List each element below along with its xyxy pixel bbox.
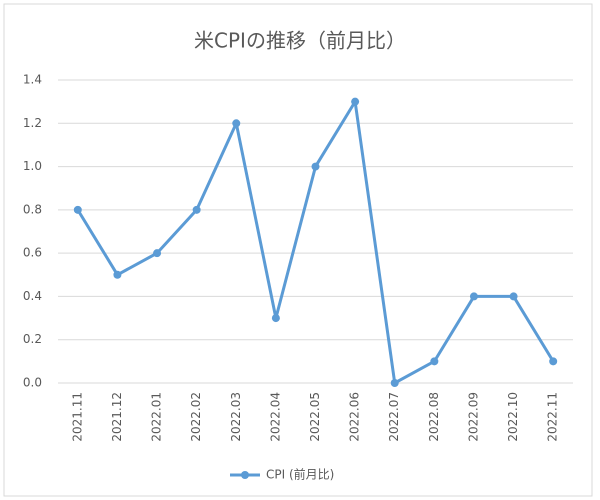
- data-point: [73, 205, 82, 214]
- chart-title: 米CPIの推移（前月比）: [194, 29, 406, 53]
- x-tick-label: 2022.02: [189, 392, 203, 442]
- data-point: [113, 270, 122, 279]
- y-tick-label: 0.0: [23, 376, 42, 390]
- y-tick-label: 0.4: [23, 289, 42, 303]
- y-tick-label: 0.2: [23, 332, 42, 346]
- legend-marker: [241, 471, 249, 479]
- data-point: [430, 357, 439, 366]
- x-tick-label: 2022.01: [150, 392, 164, 442]
- x-tick-label: 2022.05: [308, 392, 322, 442]
- x-tick-label: 2022.04: [268, 392, 282, 442]
- legend-label: CPI (前月比): [266, 467, 334, 482]
- data-point: [271, 314, 280, 323]
- data-point: [232, 119, 241, 128]
- x-tick-label: 2022.11: [546, 392, 560, 442]
- x-tick-label: 2022.03: [229, 392, 243, 442]
- x-tick-label: 2021.12: [110, 392, 124, 442]
- data-point: [311, 162, 320, 171]
- data-point: [469, 292, 478, 301]
- data-point: [351, 97, 360, 106]
- y-tick-label: 0.6: [23, 246, 42, 260]
- data-point: [153, 249, 162, 258]
- data-point: [390, 379, 399, 387]
- x-tick-label: 2022.09: [466, 392, 480, 442]
- x-tick-label: 2022.06: [348, 392, 362, 442]
- data-point: [509, 292, 518, 301]
- x-tick-label: 2022.08: [427, 392, 441, 442]
- chart-frame: [3, 3, 593, 497]
- y-tick-label: 1.2: [23, 116, 42, 130]
- x-tick-label: 2022.10: [506, 392, 520, 442]
- y-tick-label: 0.8: [23, 202, 42, 216]
- x-tick-label: 2021.11: [70, 392, 84, 442]
- x-tick-label: 2022.07: [387, 392, 401, 442]
- data-point: [192, 205, 201, 214]
- y-tick-label: 1.4: [23, 73, 42, 87]
- data-point: [549, 357, 558, 366]
- y-tick-label: 1.0: [23, 159, 42, 173]
